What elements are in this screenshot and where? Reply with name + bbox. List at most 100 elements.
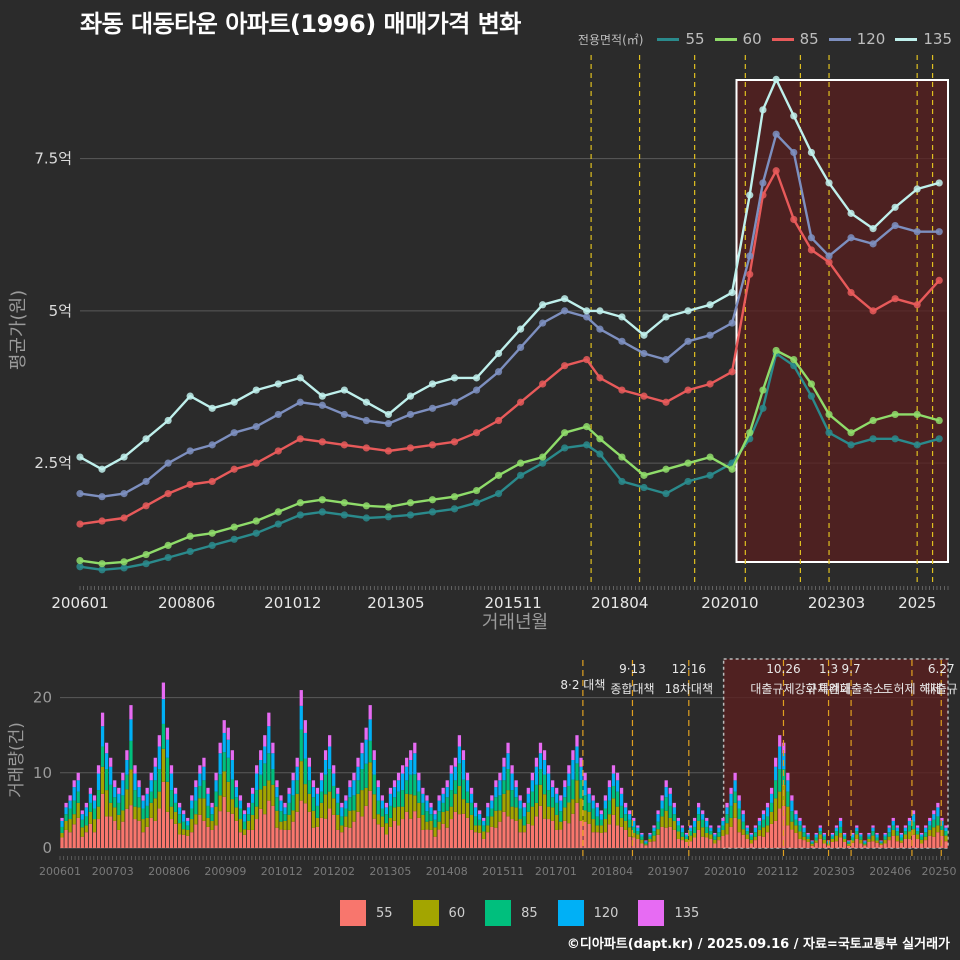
volume-bar-segment — [713, 836, 717, 840]
volume-bar-segment — [336, 814, 340, 830]
volume-bar-segment — [668, 805, 672, 818]
volume-bar-segment — [551, 820, 555, 848]
volume-bar — [745, 825, 749, 848]
volume-bar-segment — [668, 793, 672, 806]
chart-title: 좌동 대동타운 아파트(1996) 매매가격 변화 — [80, 10, 521, 38]
volume-bar-segment — [534, 766, 539, 785]
volume-bar-segment — [165, 757, 170, 782]
volume-bar-segment — [607, 824, 612, 848]
volume-bar-segment — [656, 821, 660, 830]
price-point-60 — [274, 508, 282, 516]
volume-bar-segment — [875, 837, 879, 841]
price-legend-swatch-120 — [828, 37, 851, 41]
volume-bar-segment — [595, 825, 599, 833]
volume-bar-segment — [368, 740, 372, 763]
volume-bar-segment — [360, 790, 364, 817]
volume-bar-segment — [340, 807, 344, 817]
volume-bar-segment — [234, 820, 239, 848]
volume-bar — [433, 810, 437, 848]
volume-bar-segment — [105, 790, 109, 817]
volume-bar-segment — [920, 839, 924, 844]
volume-bar-segment — [149, 802, 153, 818]
volume-bar-segment — [469, 814, 474, 830]
price-point-55 — [186, 547, 194, 556]
volume-bar — [774, 757, 778, 848]
volume-bar — [855, 825, 859, 848]
volume-bar-segment — [632, 826, 636, 833]
volume-bar-segment — [226, 739, 230, 758]
price-point-85 — [935, 276, 943, 285]
volume-bar-segment — [583, 780, 587, 796]
volume-x-tick-label: 201202 — [313, 865, 355, 878]
volume-bar-segment — [838, 832, 843, 838]
price-point-55 — [662, 490, 670, 498]
volume-bar — [749, 832, 753, 848]
volume-bar — [117, 787, 121, 848]
volume-bar-segment — [660, 808, 664, 817]
volume-bar-segment — [328, 769, 332, 792]
volume-bar-segment — [830, 836, 835, 839]
price-point-60 — [706, 453, 714, 461]
price-point-85 — [596, 374, 604, 382]
price-point-55 — [640, 483, 648, 492]
volume-bar-segment — [469, 802, 474, 815]
volume-bar — [753, 825, 758, 848]
price-point-135 — [759, 106, 767, 114]
volume-bar-segment — [818, 827, 822, 832]
volume-bar-segment — [299, 800, 303, 848]
price-x-tick-label: 201305 — [367, 594, 424, 612]
volume-bar-segment — [109, 757, 113, 767]
volume-bar — [911, 810, 916, 848]
volume-bar — [482, 817, 486, 848]
volume-bar-segment — [246, 814, 251, 821]
volume-bar-segment — [445, 787, 449, 798]
volume-bar-segment — [619, 826, 624, 848]
volume-bar-segment — [441, 823, 445, 848]
volume-bar-segment — [526, 811, 530, 824]
volume-bar-segment — [234, 797, 239, 808]
volume-bar-segment — [814, 842, 818, 848]
price-point-55 — [825, 429, 833, 437]
volume-bar-segment — [68, 832, 72, 848]
volume-bar-segment — [619, 817, 624, 827]
volume-bar — [810, 840, 814, 848]
volume-bar-segment — [765, 825, 770, 833]
volume-bar-segment — [210, 814, 214, 821]
volume-bar-segment — [838, 826, 843, 833]
volume-bar-segment — [684, 832, 689, 835]
volume-bar-segment — [401, 819, 405, 848]
volume-bar — [741, 810, 745, 848]
volume-bar-segment — [899, 842, 903, 848]
volume-bar — [275, 780, 279, 848]
volume-bar-segment — [798, 817, 802, 821]
volume-bar-segment — [567, 823, 571, 848]
volume-bar — [794, 810, 798, 848]
volume-bar-segment — [648, 836, 652, 839]
price-point-60 — [406, 499, 415, 507]
volume-bar-segment — [538, 784, 543, 806]
volume-bar-segment — [526, 802, 530, 812]
volume-bar-segment — [190, 800, 194, 809]
volume-bar-segment — [315, 787, 320, 794]
volume-bar-segment — [169, 819, 174, 848]
volume-bar-segment — [542, 750, 547, 761]
volume-bar-segment — [842, 841, 847, 848]
volume-bar-segment — [733, 817, 737, 848]
volume-bar — [457, 735, 462, 848]
volume-bar-segment — [636, 825, 640, 828]
price-point-55 — [913, 441, 921, 449]
volume-bar-segment — [109, 766, 113, 785]
volume-bar-segment — [851, 834, 855, 838]
price-point-135 — [618, 313, 626, 321]
volume-bar-segment — [299, 690, 303, 706]
volume-bar-segment — [494, 827, 498, 848]
volume-bar-segment — [559, 800, 563, 812]
volume-bar-segment — [518, 819, 522, 833]
volume-bar-segment — [222, 732, 226, 753]
price-line-120 — [79, 133, 940, 498]
volume-bar-segment — [445, 810, 449, 828]
price-point-60 — [98, 560, 106, 568]
volume-bar-segment — [668, 787, 672, 794]
volume-bar-segment — [757, 835, 762, 848]
volume-bar-segment — [457, 763, 462, 786]
